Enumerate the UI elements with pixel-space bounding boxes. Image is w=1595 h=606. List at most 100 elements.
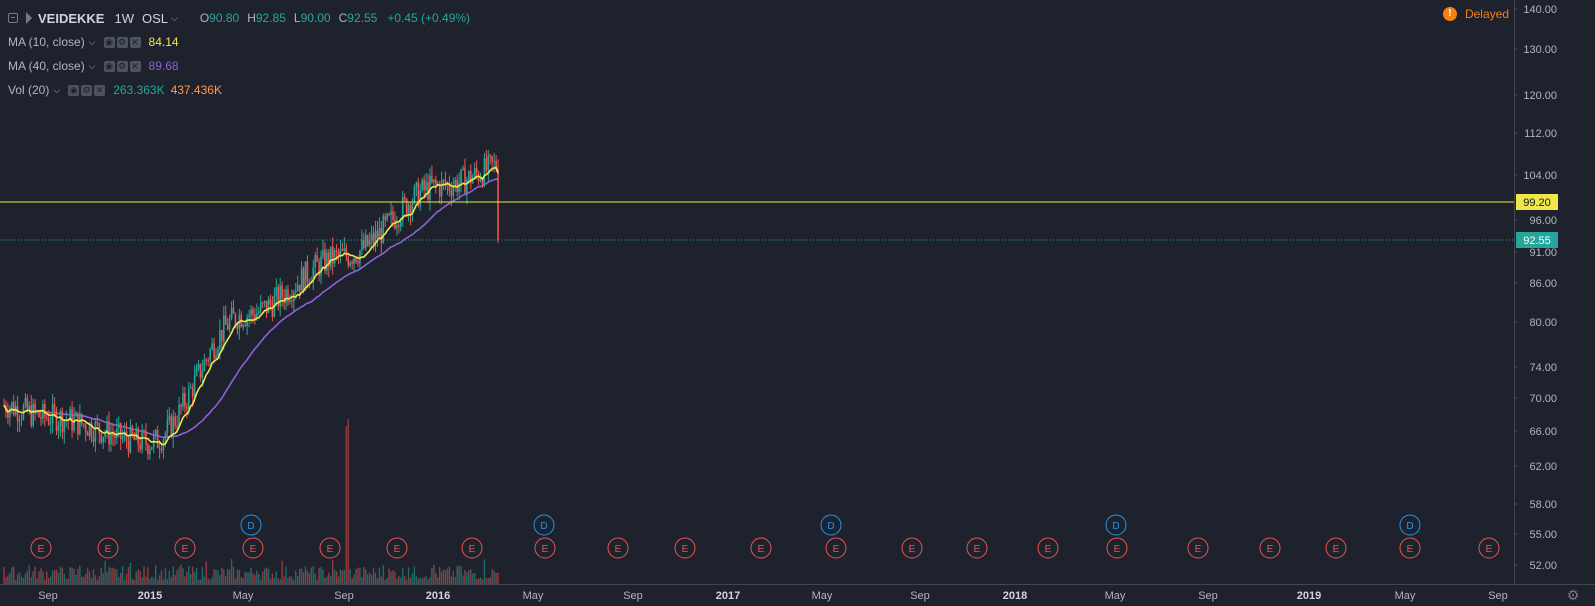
candle-body (164, 433, 167, 440)
candle-body (232, 307, 235, 314)
candle-body (217, 349, 219, 356)
chevron-down-icon[interactable]: ⌵ (170, 12, 178, 23)
candle-body (392, 211, 394, 220)
chevron-down-icon[interactable]: ⌵ (53, 84, 61, 95)
price-tick-label: 112.00 (1524, 128, 1557, 140)
change-value: +0.45 (+0.49%) (387, 11, 471, 25)
volume-bar (135, 571, 137, 584)
time-axis-bg (0, 584, 1514, 606)
time-tick-label: May (1395, 590, 1416, 602)
symbol-name[interactable]: VEIDEKKE (38, 10, 105, 26)
candle-body (275, 287, 278, 296)
volume-bar (213, 569, 215, 584)
candle-body (345, 248, 348, 257)
volume-bar (403, 576, 406, 584)
candle-body (248, 315, 250, 318)
volume-bar (252, 573, 254, 584)
volume-bar (153, 577, 155, 584)
volume-bar (46, 571, 48, 584)
flag-icon[interactable] (26, 12, 32, 24)
candle-body (277, 287, 280, 307)
eye-icon[interactable]: ◉ (103, 36, 115, 48)
eye-icon[interactable]: ◉ (68, 84, 80, 96)
volume-bar (110, 568, 112, 584)
volume-bar (71, 567, 73, 584)
close-icon[interactable]: ✕ (129, 36, 141, 48)
candle-body (45, 416, 48, 419)
volume-bar (88, 571, 91, 584)
earnings-marker (1478, 537, 1500, 559)
gear-icon[interactable]: ⚙ (116, 60, 128, 72)
candle-body (121, 436, 124, 440)
candle-body (335, 250, 338, 252)
volume-bar (186, 571, 188, 584)
eye-icon[interactable]: ◉ (103, 60, 115, 72)
candle-body (285, 289, 287, 304)
volume-bar (174, 574, 176, 584)
chevron-down-icon[interactable]: ⌵ (88, 60, 96, 71)
volume-bar (34, 566, 36, 584)
ma40-name[interactable]: MA (40, close) (8, 59, 85, 73)
candle-body (189, 387, 192, 389)
candle-body (191, 387, 194, 397)
time-tick-label: 2015 (138, 590, 162, 602)
chevron-down-icon[interactable]: ⌵ (88, 36, 96, 47)
volume-bar (485, 578, 488, 584)
volume-bar (304, 566, 307, 584)
volume-bar (411, 572, 414, 584)
volume-bar (475, 578, 478, 584)
close-label: C (338, 11, 348, 25)
volume-bar (234, 578, 237, 584)
volume-bar (225, 576, 227, 584)
candle-body (222, 315, 225, 342)
candle-body (168, 415, 171, 421)
candle-body (221, 329, 223, 342)
close-icon[interactable]: ✕ (129, 60, 141, 72)
volume-bar (320, 567, 322, 584)
volume-bar (314, 573, 316, 584)
volume-bar (365, 569, 367, 584)
volume-bar (322, 569, 324, 584)
symbol-row: VEIDEKKE 1W OSL ⌵ O 90.80 H 92.85 L 90.00 C… (8, 6, 470, 30)
candle-body (88, 422, 91, 436)
volume-bar (341, 570, 344, 584)
volume-bar (48, 578, 50, 584)
collapse-icon[interactable] (8, 13, 18, 23)
ma10-name[interactable]: MA (10, close) (8, 35, 85, 49)
volume-bar (182, 568, 184, 584)
candle-body (308, 281, 311, 283)
price-tick-label: 120.00 (1523, 90, 1557, 102)
volume-bar (127, 567, 130, 584)
volume-bar (236, 569, 239, 584)
volume-bar (55, 569, 58, 584)
candle-body (409, 205, 412, 215)
time-tick-label: Sep (1198, 590, 1218, 602)
gear-icon[interactable]: ⚙ (1567, 588, 1580, 604)
candle-body (289, 300, 291, 302)
vol-name[interactable]: Vol (20) (8, 83, 50, 97)
volume-bar (454, 576, 456, 584)
exchange: OSL (141, 10, 168, 26)
candle-body (34, 403, 36, 412)
volume-bar (49, 576, 52, 584)
delayed-status[interactable]: ! Delayed (1442, 7, 1509, 21)
dividend-marker (1399, 514, 1421, 536)
candle-body (287, 289, 289, 302)
volume-bar (273, 577, 276, 584)
volume-bar (16, 574, 19, 584)
volume-bar (226, 568, 229, 584)
candle-body (446, 183, 449, 186)
volume-bar (452, 570, 454, 584)
volume-bar (460, 566, 462, 584)
volume-bar (24, 573, 27, 584)
gear-icon[interactable]: ⚙ (116, 36, 128, 48)
price-tick-label: 62.00 (1529, 461, 1557, 473)
close-icon[interactable]: ✕ (94, 84, 106, 96)
gear-icon[interactable]: ⚙ (81, 84, 93, 96)
timeframe[interactable]: 1W (114, 10, 134, 26)
candle-body (47, 418, 50, 425)
candle-body (38, 411, 40, 418)
candle-body (378, 228, 381, 239)
volume-bar (223, 569, 225, 584)
